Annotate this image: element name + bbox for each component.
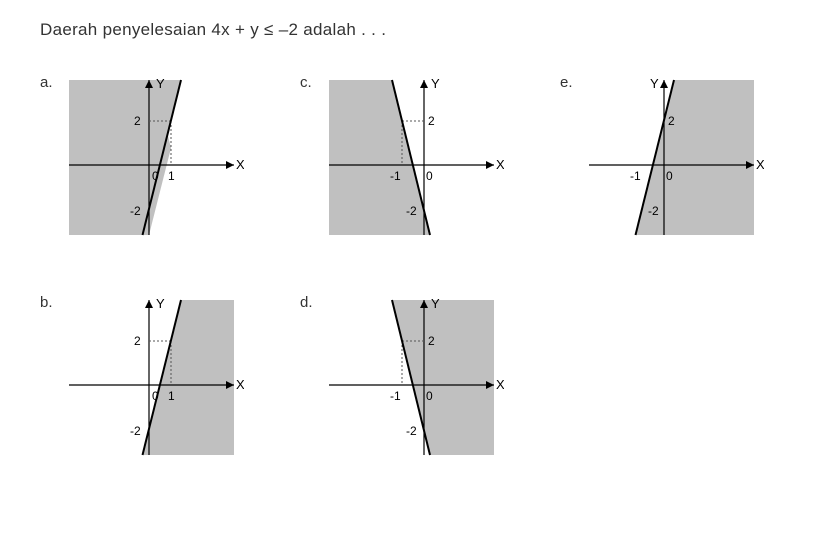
option-d-label: d.	[300, 290, 324, 311]
option-e-y-axis: Y	[650, 76, 659, 91]
option-b-label: b.	[40, 290, 64, 311]
option-e-x-axis: X	[756, 157, 764, 172]
option-c-y-axis: Y	[431, 76, 440, 91]
option-a-x1: 1	[168, 169, 175, 183]
option-b-origin: 0	[152, 389, 159, 403]
option-e-yneg2: -2	[648, 204, 659, 218]
option-d-graph: Y X 2 -2 0 -1	[324, 290, 504, 460]
option-c-xneg1: -1	[390, 169, 401, 183]
option-d-y-axis: Y	[431, 296, 440, 311]
option-e-y2: 2	[668, 114, 675, 128]
option-c-graph: Y X 2 -2 0 -1	[324, 70, 504, 240]
option-a-origin: 0	[152, 169, 159, 183]
option-d-xneg1: -1	[390, 389, 401, 403]
option-a-yneg2: -2	[130, 204, 141, 218]
option-c-yneg2: -2	[406, 204, 417, 218]
option-e-graph: Y X 2 -2 0 -1	[584, 70, 764, 240]
option-a: a. Y X 2	[40, 70, 290, 280]
option-a-graph: Y X 2 -2 0 1	[64, 70, 244, 240]
option-d-y2: 2	[428, 334, 435, 348]
option-b-x-axis: X	[236, 377, 244, 392]
option-d-origin: 0	[426, 389, 433, 403]
option-a-y-axis: Y	[156, 76, 165, 91]
option-c-x-axis: X	[496, 157, 504, 172]
options-grid: a. Y X 2	[40, 70, 799, 500]
option-e-xneg1: -1	[630, 169, 641, 183]
option-b: b. Y X 2 -2 0 1	[40, 290, 290, 500]
option-e-label: e.	[560, 70, 584, 91]
option-b-graph: Y X 2 -2 0 1	[64, 290, 244, 460]
question-text: Daerah penyelesaian 4x + y ≤ –2 adalah .…	[40, 20, 799, 40]
option-b-y2: 2	[134, 334, 141, 348]
option-c-y2: 2	[428, 114, 435, 128]
option-d: d. Y X 2 -2 0 -1	[300, 290, 550, 500]
option-a-label: a.	[40, 70, 64, 91]
option-b-x1: 1	[168, 389, 175, 403]
option-b-yneg2: -2	[130, 424, 141, 438]
option-e: e. Y X 2 -2 0 -1	[560, 70, 810, 280]
option-a-y2: 2	[134, 114, 141, 128]
option-c-label: c.	[300, 70, 324, 91]
option-c-origin: 0	[426, 169, 433, 183]
option-a-x-axis: X	[236, 157, 244, 172]
option-d-x-axis: X	[496, 377, 504, 392]
option-c: c. Y X 2 -2 0 -1	[300, 70, 550, 280]
option-b-y-axis: Y	[156, 296, 165, 311]
option-e-origin: 0	[666, 169, 673, 183]
option-d-yneg2: -2	[406, 424, 417, 438]
